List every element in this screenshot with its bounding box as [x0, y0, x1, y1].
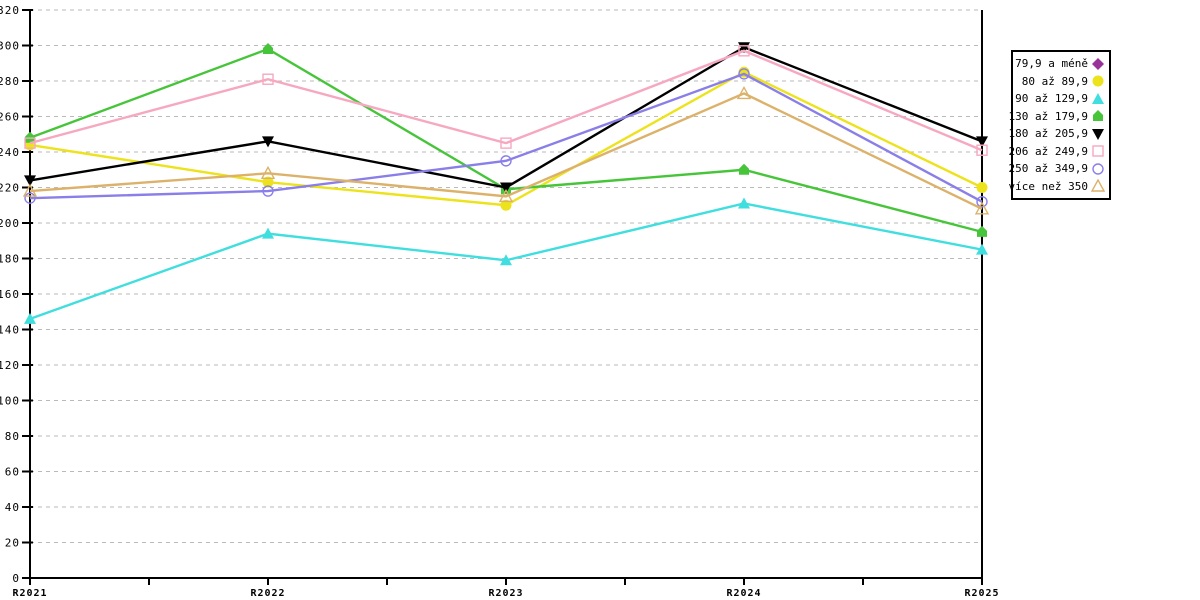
triangle-open-marker-icon — [1091, 179, 1105, 192]
diamond-marker-icon — [1092, 57, 1104, 70]
legend-marker — [1092, 145, 1104, 157]
legend-item-label: 130 až 179,9 — [1008, 109, 1088, 123]
x-tick-label: R2024 — [726, 588, 761, 599]
legend-marker — [1092, 128, 1104, 140]
circle-open-marker-icon — [24, 192, 36, 204]
legend-item-5: 180 až 205,9 — [1009, 127, 1105, 141]
series-5 — [24, 42, 988, 194]
legend-item-4: 130 až 179,9 — [1009, 109, 1105, 123]
y-tick-label: 280 — [0, 75, 20, 88]
y-tick-label: 240 — [0, 146, 20, 159]
triangle-down-marker-icon — [976, 136, 988, 148]
y-tick-label: 0 — [12, 572, 20, 585]
legend-marker — [1091, 179, 1105, 192]
y-tick-label: 100 — [0, 395, 20, 408]
legend-item-label: 80 až 89,9 — [1021, 74, 1088, 88]
circle-open-marker-icon — [1092, 163, 1104, 175]
y-tick-label: 40 — [5, 501, 20, 514]
circle-marker-icon — [976, 182, 988, 193]
triangle-open-marker-icon — [260, 165, 276, 180]
y-tick-label: 160 — [0, 288, 20, 301]
triangle-open-marker-icon — [498, 188, 514, 203]
triangle-open-marker-icon — [736, 85, 752, 100]
circle-marker-icon — [262, 176, 274, 188]
circle-open-marker-icon — [262, 185, 274, 197]
legend-item-8: více než 350 — [1009, 179, 1105, 193]
series-3 — [24, 197, 988, 324]
circle-open-marker-icon — [738, 68, 750, 80]
x-tick-label: R2023 — [488, 588, 523, 599]
legend-item-1: 79,9 a méně — [1015, 57, 1105, 71]
house-marker-icon — [977, 225, 987, 237]
triangle-marker-icon — [500, 254, 512, 266]
square-open-marker-icon — [24, 137, 36, 149]
y-tick-label: 20 — [5, 537, 20, 550]
triangle-down-marker-icon — [500, 182, 512, 194]
y-tick-label: 260 — [0, 111, 20, 124]
series-6 — [24, 45, 988, 156]
y-tick-label: 60 — [5, 466, 20, 479]
house-marker-icon — [263, 43, 273, 55]
triangle-marker-icon — [1092, 92, 1104, 104]
series-8 — [22, 85, 990, 215]
legend-item-label: 206 až 249,9 — [1008, 144, 1088, 158]
legend-item-3: 90 až 129,9 — [1015, 92, 1105, 106]
series-line — [29, 72, 983, 203]
triangle-down-marker-icon — [1092, 128, 1104, 140]
triangle-open-marker-icon — [22, 183, 38, 197]
y-tick-label: 140 — [0, 324, 20, 337]
series-line — [29, 92, 983, 210]
y-tick-label: 300 — [0, 40, 20, 53]
square-open-marker-icon — [500, 137, 512, 149]
house-marker-icon — [739, 163, 749, 175]
legend-marker — [1092, 92, 1104, 104]
y-tick-label: 120 — [0, 359, 20, 372]
legend-marker — [1092, 57, 1104, 70]
legend-item-label: 79,9 a méně — [1015, 57, 1088, 71]
y-tick-label: 320 — [0, 4, 20, 17]
y-tick-label: 220 — [0, 182, 20, 195]
triangle-marker-icon — [976, 243, 988, 255]
legend-marker — [1092, 163, 1104, 175]
triangle-open-marker-icon — [974, 201, 990, 215]
square-open-marker-icon — [1092, 145, 1104, 157]
circle-open-marker-icon — [500, 155, 512, 167]
x-tick-label: R2021 — [12, 588, 47, 599]
legend-marker — [1092, 75, 1104, 87]
legend-item-6: 206 až 249,9 — [1009, 144, 1105, 158]
circle-marker-icon — [500, 199, 512, 211]
triangle-down-marker-icon — [738, 42, 750, 54]
legend-item-2: 80 až 89,9 — [1015, 74, 1105, 88]
y-tick-label: 180 — [0, 253, 20, 266]
series-line — [29, 49, 983, 152]
house-marker-icon — [1093, 110, 1103, 122]
y-tick-label: 200 — [0, 217, 20, 230]
legend-marker — [1093, 110, 1103, 122]
square-open-marker-icon — [262, 73, 274, 85]
square-open-marker-icon — [738, 45, 750, 57]
house-marker-icon — [25, 131, 35, 143]
legend-item-label: 250 až 349,9 — [1008, 162, 1088, 176]
triangle-down-marker-icon — [262, 136, 274, 148]
legend-item-label: 90 až 129,9 — [1015, 92, 1088, 106]
circle-marker-icon — [1092, 75, 1104, 87]
legend-item-label: 180 až 205,9 — [1008, 127, 1088, 141]
legend-item-7: 250 až 349,9 — [1009, 162, 1105, 176]
y-tick-label: 80 — [5, 430, 20, 443]
triangle-marker-icon — [24, 312, 36, 324]
chart-legend: 79,9 a méně 80 až 89,9 90 až 129,9 130 až 1… — [1009, 50, 1111, 200]
x-tick-label: R2025 — [964, 588, 999, 599]
circle-open-marker-icon — [976, 195, 988, 208]
triangle-marker-icon — [738, 197, 750, 209]
series-7 — [24, 68, 988, 208]
x-tick-label: R2022 — [250, 588, 285, 599]
triangle-marker-icon — [262, 227, 274, 239]
square-open-marker-icon — [976, 144, 988, 156]
legend-item-label: více než 350 — [1008, 179, 1088, 193]
triangle-down-marker-icon — [24, 175, 36, 187]
